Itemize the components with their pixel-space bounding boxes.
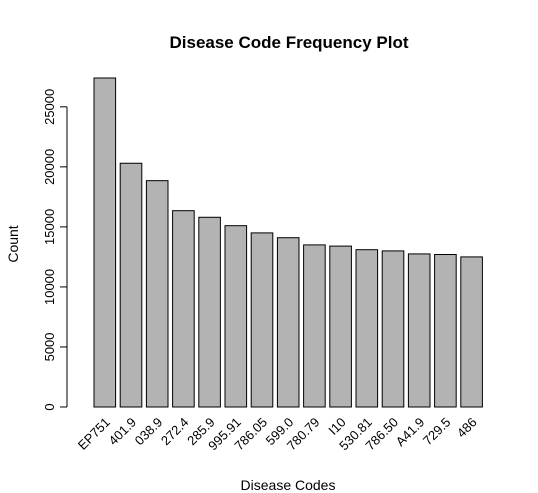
- x-tick-label: 272.4: [158, 415, 192, 449]
- bars-group: [93, 77, 483, 408]
- bar-780-79: [303, 244, 326, 408]
- x-axis-title: Disease Codes: [241, 477, 336, 493]
- y-tick-label: 25000: [42, 89, 57, 125]
- x-tick-label: 486: [454, 415, 480, 441]
- bar-729-5: [434, 254, 457, 408]
- bar-786-50: [381, 250, 405, 408]
- bar-599-0: [276, 237, 300, 408]
- bar-530-81: [355, 249, 379, 408]
- y-tick-label: 5000: [42, 332, 57, 361]
- bar-272-4: [172, 210, 195, 408]
- y-tick-label: 15000: [42, 209, 57, 245]
- bar-486: [460, 256, 483, 408]
- bar-786-05: [250, 232, 274, 408]
- bar-A41-9: [407, 253, 431, 408]
- x-tick-label: A41.9: [393, 415, 428, 450]
- bar-EP751: [93, 77, 117, 408]
- y-axis: 0 5000 10000 15000 20000 25000: [42, 89, 68, 411]
- bar-038-9: [145, 180, 169, 408]
- bar-I10: [329, 245, 352, 408]
- x-tick-label: 729.5: [420, 415, 454, 449]
- x-tick-label: 038.9: [132, 415, 166, 449]
- y-axis-title: Count: [5, 225, 21, 262]
- x-tick-label: 401.9: [106, 415, 140, 449]
- x-tick-label: EP751: [75, 415, 113, 453]
- bar-995-91: [224, 225, 248, 408]
- chart-title: Disease Code Frequency Plot: [169, 33, 408, 52]
- bar-401-9: [119, 162, 143, 408]
- x-tick-labels: EP751401.9038.9272.4285.9995.91786.05599…: [75, 415, 480, 454]
- y-tick-label: 20000: [42, 149, 57, 185]
- y-tick-label: 10000: [42, 269, 57, 305]
- bar-285-9: [198, 216, 221, 408]
- y-tick-label: 0: [42, 403, 57, 410]
